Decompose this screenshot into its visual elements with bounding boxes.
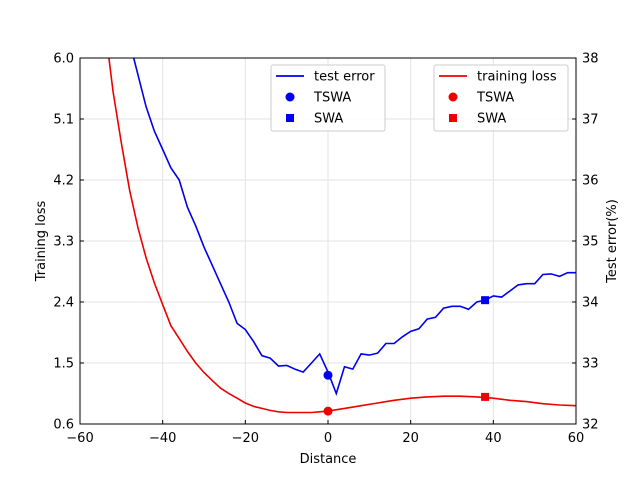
legend-circle-handle [448, 92, 458, 102]
legend-circle-handle [285, 92, 295, 102]
axes: −60 −40 −20 0 20 40 60 0.6 1.5 2.4 3.3 4.2 5.1 6.0 32 3… [53, 52, 598, 447]
legend-square-handle [286, 114, 294, 122]
y-right-tick-label: 36 [582, 174, 599, 189]
legends: test error TSWA SWA training loss TSWA SWA [270, 64, 569, 132]
legend-label: test error [314, 70, 375, 85]
y-left-tick-label: 3.3 [53, 235, 74, 250]
legend-label: SWA [477, 112, 506, 127]
x-tick-label: 20 [402, 431, 419, 446]
y-left-tick-label: 6.0 [53, 52, 74, 67]
legend-label: TSWA [313, 91, 351, 106]
x-tick-label: 0 [324, 431, 332, 446]
y-left-tick-label: 1.5 [53, 357, 74, 372]
x-tick-label: −20 [232, 431, 259, 446]
legend-box [270, 64, 386, 132]
y-left-tick-label: 4.2 [53, 174, 74, 189]
legend-label: training loss [477, 70, 557, 85]
marker-swa-test-error [481, 296, 490, 305]
series-line-training-loss [108, 58, 576, 414]
y-right-tick-label: 38 [582, 52, 599, 67]
y-left-tick-label: 0.6 [53, 418, 74, 433]
marker-tswa-training-loss [323, 406, 333, 416]
y-right-tick-label: 34 [582, 296, 599, 311]
x-tick-label: −40 [149, 431, 176, 446]
marker-swa-training-loss [481, 392, 490, 401]
y-left-tick-label: 5.1 [53, 113, 74, 128]
y-right-tick-label: 33 [582, 357, 599, 372]
y-axis-left-title: Training loss [34, 201, 49, 283]
y-right-tick-label: 37 [582, 113, 599, 128]
y-right-tick-label: 35 [582, 235, 599, 250]
legend-label: TSWA [476, 91, 514, 106]
x-tick-label: −60 [66, 431, 93, 446]
y-left-tick-label: 2.4 [53, 296, 74, 311]
x-axis-title: Distance [300, 452, 357, 467]
y-right-tick-label: 32 [582, 418, 599, 433]
legend-label: SWA [314, 112, 343, 127]
x-tick-label: 40 [485, 431, 502, 446]
marker-tswa-test-error [323, 370, 333, 380]
x-tick-label: 60 [568, 431, 585, 446]
y-axis-right-title: Test error(%) [605, 199, 620, 284]
legend-square-handle [449, 114, 457, 122]
plot-area [108, 58, 576, 416]
series-line-test-error [132, 58, 576, 396]
legend-box [433, 64, 569, 132]
